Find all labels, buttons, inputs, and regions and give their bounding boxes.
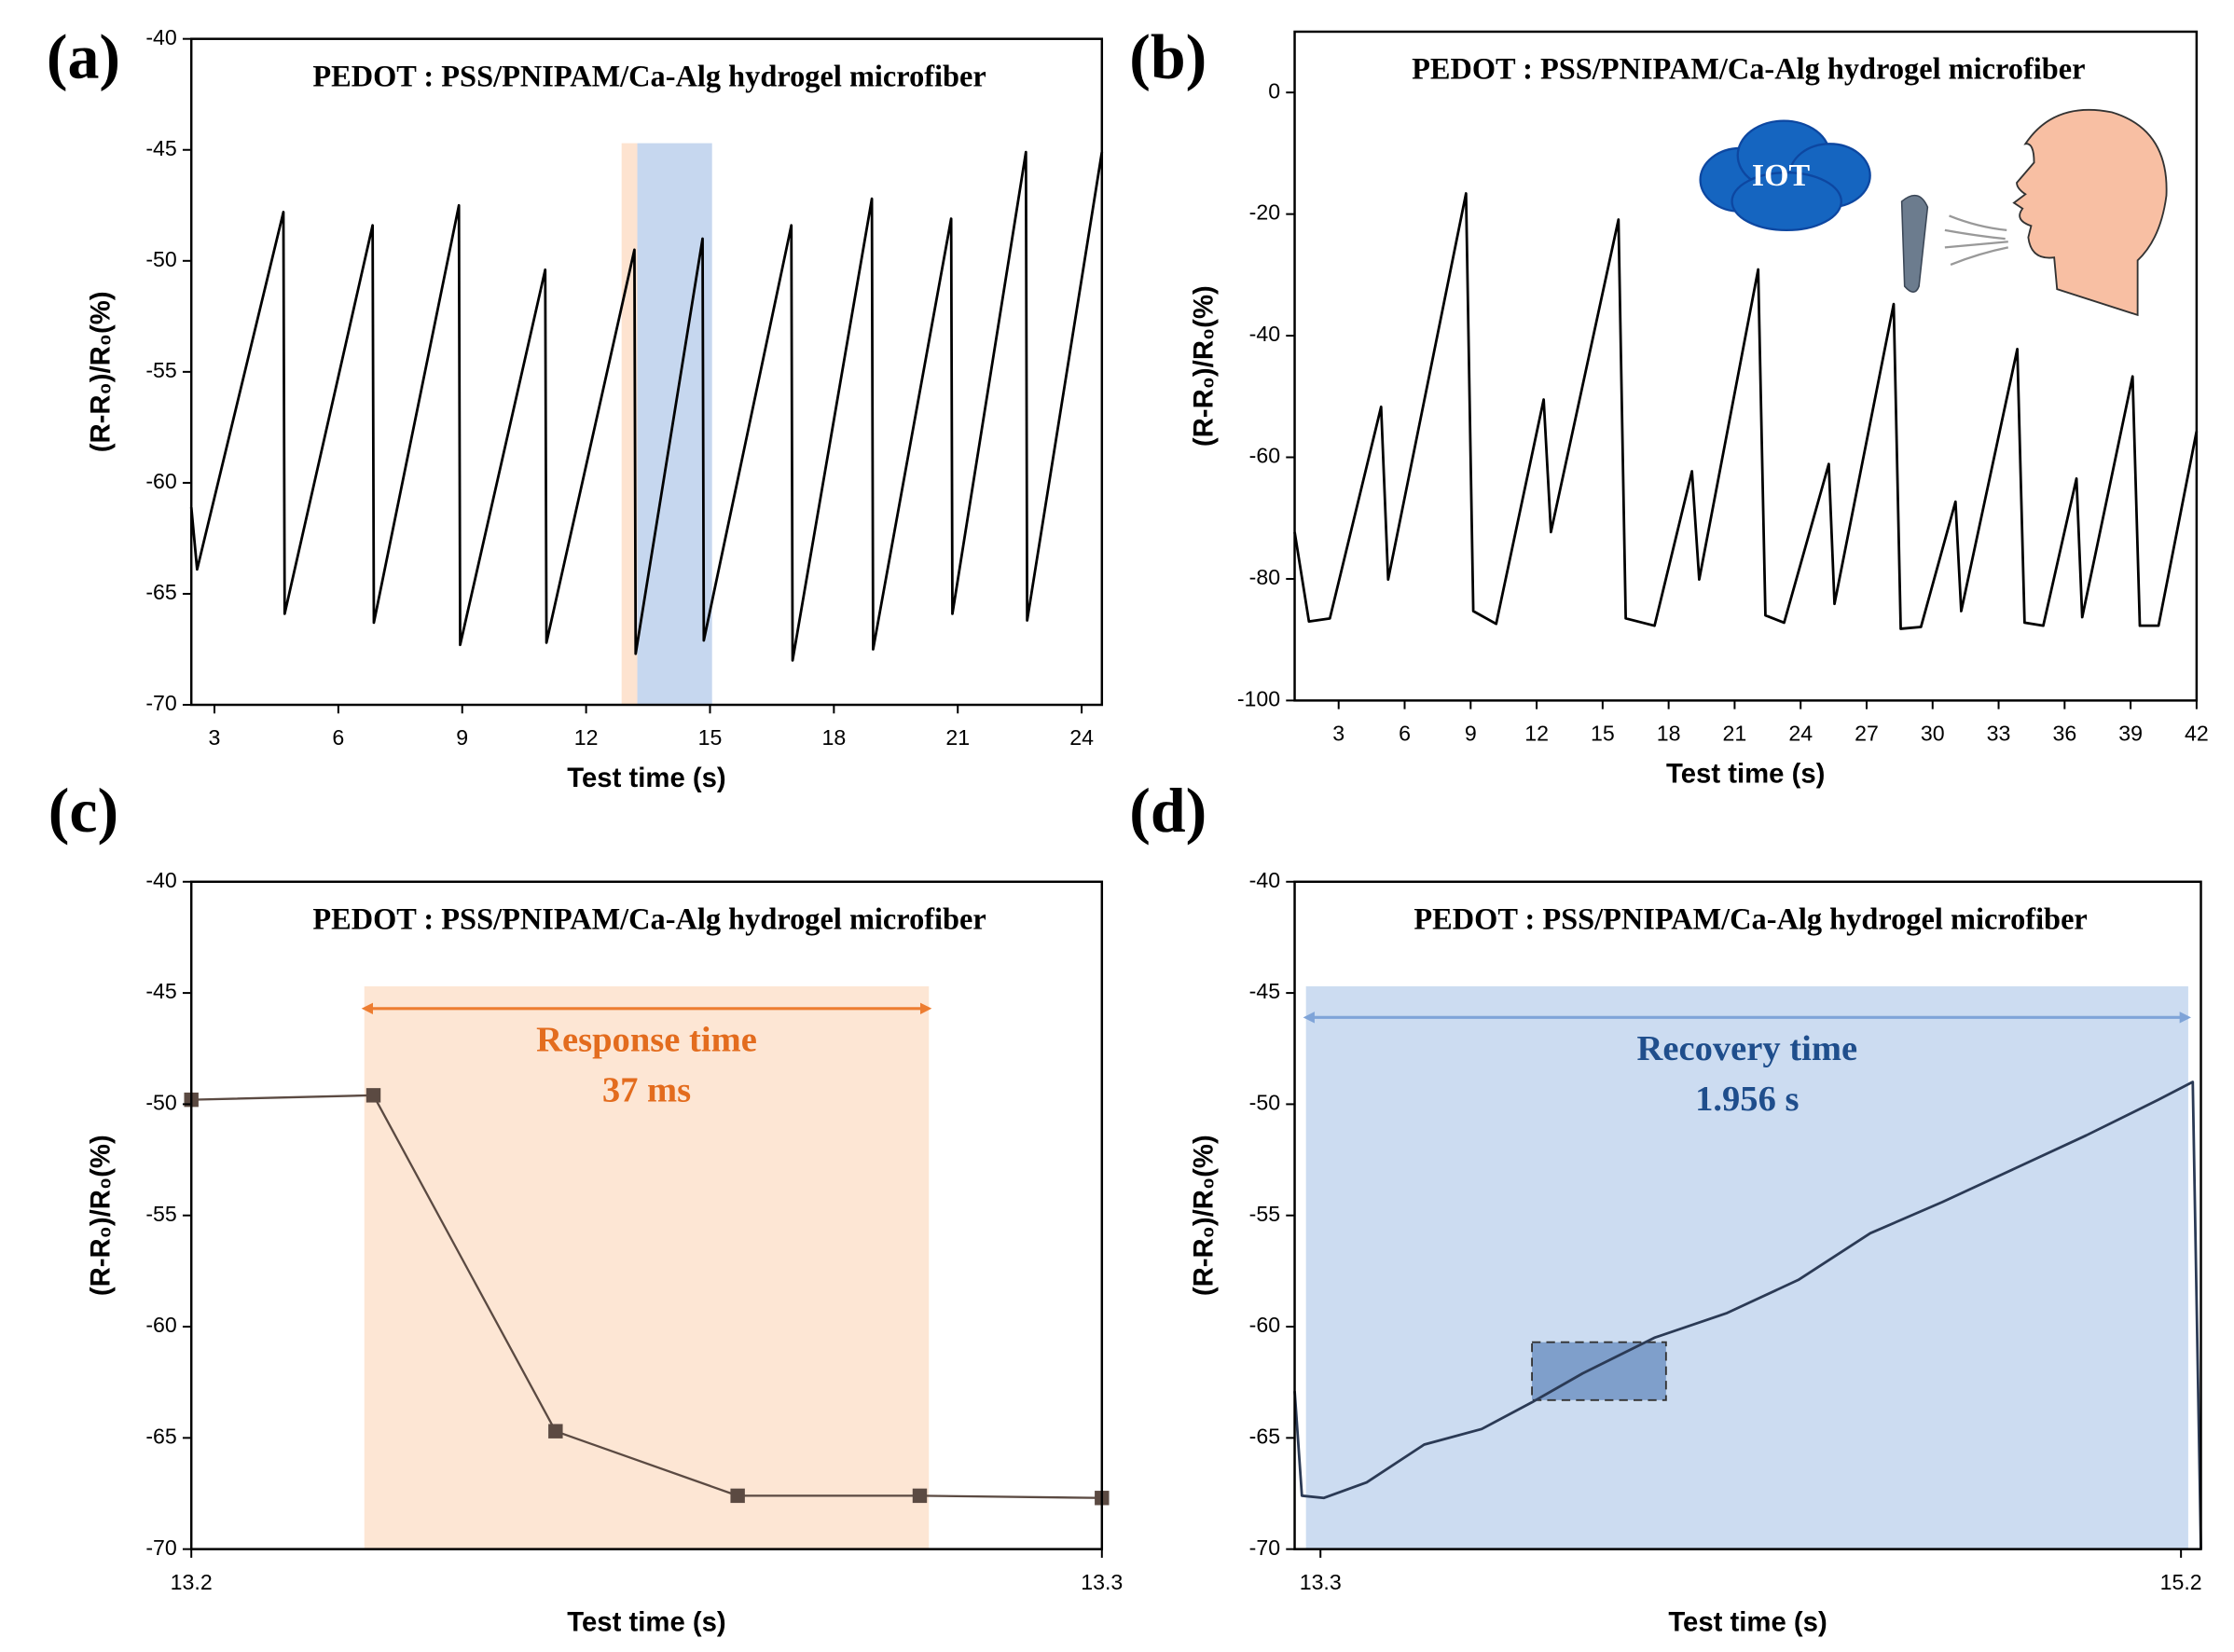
- y-tick-label: -55: [145, 1202, 176, 1226]
- y-tick-label: -40: [145, 868, 176, 892]
- y-tick-label: -70: [145, 1535, 176, 1560]
- y-axis-label: (R-R₀)/R₀(%): [1189, 1135, 1220, 1296]
- iot-cloud: [1699, 119, 1871, 232]
- y-tick-label: -65: [145, 580, 176, 604]
- x-tick-label: 15: [698, 725, 723, 750]
- data-line: [189, 150, 1104, 662]
- y-tick-label: -40: [1249, 868, 1280, 892]
- y-tick-label: -45: [1249, 979, 1280, 1003]
- x-tick-label: 18: [821, 725, 846, 750]
- x-axis-label: Test time (s): [1666, 758, 1825, 789]
- x-tick-label: 24: [1069, 725, 1094, 750]
- x-tick-label: 36: [2052, 722, 2076, 746]
- x-tick-label: 42: [2185, 722, 2209, 746]
- x-tick-label: 13.2: [171, 1570, 213, 1594]
- data-marker: [365, 1088, 381, 1103]
- y-axis-label: (R-R₀)/R₀(%): [85, 1135, 116, 1296]
- data-line: [1293, 1081, 2202, 1549]
- y-tick-label: -50: [1249, 1091, 1280, 1115]
- annotation: Recovery time: [1637, 1029, 1858, 1068]
- y-tick-label: -45: [145, 136, 176, 160]
- annotation: 1.956 s: [1695, 1080, 1799, 1119]
- data-marker: [548, 1424, 563, 1439]
- panel-label: (a): [47, 21, 120, 91]
- x-tick-label: 13.3: [1081, 1570, 1123, 1594]
- x-tick-label: 18: [1657, 722, 1681, 746]
- x-tick-label: 3: [209, 725, 221, 750]
- x-tick-label: 6: [1399, 722, 1411, 746]
- x-tick-label: 13.3: [1300, 1570, 1342, 1594]
- x-tick-label: 3: [1332, 722, 1345, 746]
- breath-lines: [1944, 214, 2009, 266]
- x-axis-label: Test time (s): [567, 763, 725, 793]
- y-tick-label: -55: [145, 358, 176, 382]
- x-tick-label: 12: [1524, 722, 1549, 746]
- y-tick-label: -100: [1237, 686, 1280, 710]
- panel-label: (d): [1129, 776, 1207, 846]
- iot-label: IOT: [1752, 158, 1811, 193]
- y-tick-label: -60: [1249, 444, 1280, 468]
- y-tick-label: -55: [1249, 1202, 1280, 1226]
- chart-title: PEDOT : PSS/PNIPAM/Ca-Alg hydrogel micro…: [1412, 53, 2085, 87]
- y-tick-label: -50: [145, 1091, 176, 1115]
- shaded-region: [637, 143, 712, 706]
- x-axis-label: Test time (s): [567, 1607, 725, 1638]
- data-marker: [730, 1488, 745, 1504]
- x-tick-label: 12: [574, 725, 599, 750]
- x-tick-label: 30: [1921, 722, 1945, 746]
- fiber-icon: [1900, 194, 1929, 293]
- x-tick-label: 27: [1855, 722, 1879, 746]
- head-icon: [2012, 108, 2168, 317]
- data-line: [1293, 192, 2199, 630]
- y-tick-label: -60: [145, 469, 176, 493]
- x-tick-label: 21: [945, 725, 970, 750]
- y-tick-label: -65: [145, 1424, 176, 1448]
- chart-title: PEDOT : PSS/PNIPAM/Ca-Alg hydrogel micro…: [1413, 902, 2087, 936]
- y-tick-label: -40: [145, 25, 176, 49]
- y-axis-label: (R-R₀)/R₀(%): [85, 291, 116, 452]
- x-tick-label: 15: [1591, 722, 1615, 746]
- x-tick-label: 9: [456, 725, 468, 750]
- panel-label: (b): [1129, 21, 1207, 91]
- chart-title: PEDOT : PSS/PNIPAM/Ca-Alg hydrogel micro…: [312, 902, 986, 936]
- x-tick-label: 39: [2118, 722, 2143, 746]
- y-tick-label: -20: [1249, 200, 1280, 225]
- y-tick-label: 0: [1268, 78, 1280, 103]
- y-tick-label: -70: [1249, 1535, 1280, 1560]
- chart-title: PEDOT : PSS/PNIPAM/Ca-Alg hydrogel micro…: [312, 60, 986, 93]
- annotation: Response time: [536, 1021, 757, 1060]
- x-tick-label: 6: [332, 725, 344, 750]
- y-tick-label: -60: [145, 1313, 176, 1337]
- shaded-region: [364, 985, 930, 1549]
- x-tick-label: 21: [1723, 722, 1747, 746]
- y-tick-label: -65: [1249, 1424, 1280, 1448]
- x-tick-label: 9: [1465, 722, 1477, 746]
- y-tick-label: -45: [145, 979, 176, 1003]
- y-tick-label: -80: [1249, 565, 1280, 589]
- shaded-region: [1305, 985, 2188, 1549]
- x-tick-label: 24: [1788, 722, 1813, 746]
- breath-illustration: IOT: [1699, 108, 2168, 317]
- x-tick-label: 15.2: [2160, 1570, 2202, 1594]
- x-tick-label: 33: [1987, 722, 2011, 746]
- y-tick-label: -60: [1249, 1313, 1280, 1337]
- x-axis-label: Test time (s): [1668, 1607, 1827, 1638]
- annotation: 37 ms: [602, 1071, 691, 1110]
- y-tick-label: -40: [1249, 322, 1280, 346]
- y-tick-label: -50: [145, 247, 176, 271]
- data-marker: [912, 1488, 928, 1504]
- y-tick-label: -70: [145, 691, 176, 715]
- data-line: [191, 1094, 1102, 1499]
- y-axis-label: (R-R₀)/R₀(%): [1189, 285, 1220, 447]
- plot-frame: [1293, 30, 2199, 702]
- panel-label: (c): [48, 776, 118, 846]
